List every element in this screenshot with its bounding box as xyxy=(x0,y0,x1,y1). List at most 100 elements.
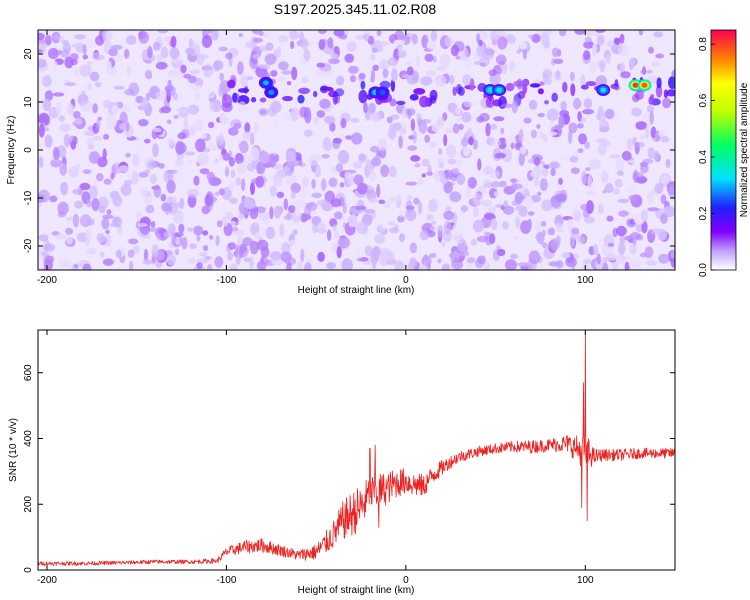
spectrogram-cell xyxy=(300,248,305,263)
spectrogram-cell xyxy=(344,171,352,179)
spectrogram-cell xyxy=(551,161,560,169)
spectrogram-cell xyxy=(358,153,368,163)
spectrogram-cell xyxy=(96,117,101,130)
spectrogram-cell xyxy=(537,113,545,118)
spectrogram-cell xyxy=(616,225,627,237)
spectrogram-cell xyxy=(573,206,580,212)
colorbar-tick-label: 0.8 xyxy=(698,37,709,51)
spectrogram-cell xyxy=(351,132,363,145)
spectrogram-cell xyxy=(234,153,244,165)
colorbar-tick-label: 0.6 xyxy=(698,93,709,107)
spectrogram-cell xyxy=(324,49,335,55)
spectrogram-cell xyxy=(303,129,313,137)
spectrogram-cell xyxy=(109,222,121,227)
spectrogram-cell xyxy=(426,214,434,221)
spectrogram-cell xyxy=(377,41,390,47)
spectrogram-cell xyxy=(64,82,76,87)
spectrogram-cell xyxy=(321,178,327,191)
spectrogram-cell xyxy=(273,205,281,219)
spectrogram-cell xyxy=(638,30,644,36)
spectrogram-cell xyxy=(478,39,483,47)
spectrogram-cell xyxy=(132,245,140,255)
spectrogram-cell xyxy=(645,260,657,266)
spectrogram-cell xyxy=(550,238,560,251)
spectrogram-cell xyxy=(311,192,323,198)
spectrogram-cell xyxy=(654,182,664,194)
spectrogram-cell xyxy=(176,108,188,113)
spectrogram-cell xyxy=(326,262,336,270)
spectrogram-cell xyxy=(639,134,647,141)
spectrogram-cell xyxy=(578,133,588,145)
spectrogram-cell xyxy=(499,180,507,188)
spectrogram-cell xyxy=(106,67,118,76)
spectrogram-cell xyxy=(420,76,433,86)
spectrogram-cell xyxy=(635,121,647,130)
spectrogram-cell xyxy=(281,242,291,255)
spectrogram-cell xyxy=(102,258,114,266)
spectrogram-cell xyxy=(167,137,175,146)
spectrogram-cell xyxy=(447,158,457,165)
spectrogram-cell xyxy=(665,158,671,168)
spectrogram-hotspot xyxy=(600,87,607,93)
spectrogram-cell xyxy=(239,247,244,258)
spectrogram-cell xyxy=(540,220,547,227)
spectrogram-cell xyxy=(606,215,614,222)
spectrogram-cell xyxy=(399,233,405,243)
spectrogram-cell xyxy=(79,64,92,77)
spectrogram-cell xyxy=(235,253,241,266)
spectrogram-cell xyxy=(584,36,592,43)
spectrogram-cell xyxy=(238,142,246,149)
spectrogram-cell xyxy=(288,30,300,40)
spectrogram-cell xyxy=(232,226,238,232)
spectrogram-cell xyxy=(546,108,559,122)
spectrogram-cell xyxy=(150,221,156,228)
spectrogram-cell xyxy=(413,88,426,95)
colorbar-frame xyxy=(710,29,737,271)
y-tick-label: -20 xyxy=(23,238,34,253)
spectrogram-cell xyxy=(463,101,474,108)
spectrogram-cell xyxy=(187,104,200,115)
spectrogram-cell xyxy=(295,203,300,217)
spectrogram-cell xyxy=(505,259,517,270)
spectrogram-cell xyxy=(131,171,139,185)
spectrogram-cell xyxy=(452,86,457,97)
spectrogram-cell xyxy=(118,165,130,173)
snr-panel: -200 -100 0 100 0 200 400 600 Height of straig… xyxy=(8,329,676,596)
spectrogram-cell xyxy=(258,64,271,69)
snr-series xyxy=(38,332,675,566)
spectrogram-cell xyxy=(632,232,637,246)
spectrogram-cell xyxy=(106,61,112,70)
spectrogram-cell xyxy=(583,50,591,61)
spectrogram-cell xyxy=(330,53,339,59)
spectrogram-cell xyxy=(59,163,68,176)
spectrogram-cell xyxy=(126,65,131,77)
spectrogram-cell xyxy=(276,191,285,199)
spectrogram-cell xyxy=(245,41,257,49)
spectrogram-cell xyxy=(515,216,521,229)
spectrogram-cell xyxy=(430,30,438,42)
spectrogram-cell xyxy=(172,197,177,203)
spectrogram-cell xyxy=(40,43,48,50)
spectrogram-cell xyxy=(285,174,297,186)
spectrogram-cell xyxy=(336,75,345,86)
spectrogram-cell xyxy=(397,49,407,59)
spectrogram-cell xyxy=(619,234,626,245)
spectrogram-cell xyxy=(292,229,298,236)
spectrogram-cell xyxy=(337,150,350,164)
spectrogram-cell xyxy=(58,36,65,43)
spectrogram-cell xyxy=(656,77,662,89)
spectrogram-cell xyxy=(660,175,670,184)
spectrogram-cell xyxy=(242,237,253,247)
spectrogram-cell xyxy=(462,147,471,157)
spectrogram-cell xyxy=(219,72,224,82)
spectrogram-cell xyxy=(91,197,100,212)
spectrogram-cell xyxy=(240,75,248,88)
spectrogram-cell xyxy=(166,254,177,266)
spectrogram-cell xyxy=(348,65,359,74)
spectrogram-cell xyxy=(580,117,586,123)
spectrogram-cell xyxy=(219,132,224,144)
spectrogram-cell xyxy=(612,188,621,195)
spectrogram-cell xyxy=(613,117,620,123)
spectrogram-cell xyxy=(397,215,405,223)
spectrogram-cell xyxy=(536,124,541,129)
